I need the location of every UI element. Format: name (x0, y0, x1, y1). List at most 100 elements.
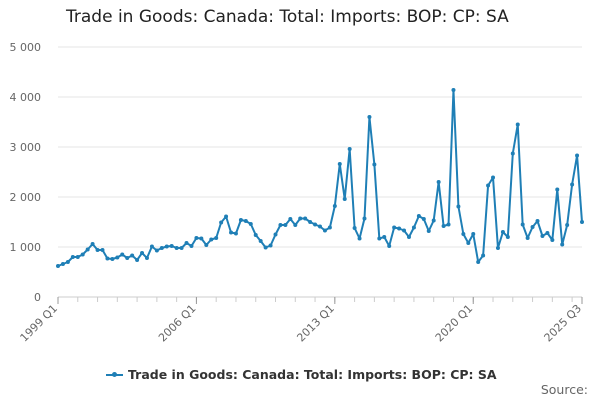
data-point (184, 241, 189, 245)
data-point (204, 243, 209, 247)
data-point (248, 222, 253, 226)
data-point (322, 228, 327, 233)
data-point (476, 260, 481, 264)
data-point (387, 244, 392, 248)
data-point (397, 226, 402, 231)
y-tick-label: 1 000 (10, 241, 42, 254)
chart-title: Trade in Goods: Canada: Total: Imports: … (66, 7, 509, 27)
y-tick-label: 3 000 (10, 141, 42, 154)
data-point (298, 216, 303, 221)
legend-swatch (106, 371, 123, 377)
data-point (149, 244, 154, 249)
data-point (416, 214, 421, 218)
data-point (451, 88, 456, 92)
data-point (318, 224, 322, 229)
data-point (530, 225, 535, 229)
data-point (209, 237, 214, 242)
data-point (70, 255, 75, 259)
data-point (110, 257, 115, 261)
y-tick-label: 0 (34, 291, 41, 304)
data-point (535, 219, 540, 223)
data-point (392, 225, 397, 230)
data-point (258, 239, 263, 243)
data-point (580, 220, 584, 224)
data-point (189, 244, 194, 248)
data-point (332, 204, 337, 208)
data-point (56, 264, 60, 268)
data-point (456, 204, 461, 209)
data-point (263, 245, 268, 250)
data-point (491, 175, 496, 180)
data-point (80, 252, 85, 257)
data-point (575, 153, 580, 158)
data-point (337, 162, 342, 166)
data-point (570, 182, 575, 187)
data-point (308, 220, 313, 224)
data-point (357, 236, 362, 241)
data-point (446, 222, 451, 227)
data-point (224, 214, 229, 219)
data-point (421, 217, 426, 221)
data-point (199, 236, 204, 241)
data-point (115, 255, 120, 260)
data-point (510, 151, 515, 156)
data-point (120, 252, 125, 257)
data-point (243, 219, 248, 223)
x-tick-label: 2013 Q1 (294, 302, 337, 345)
data-point (441, 224, 446, 228)
gridlines (58, 46, 582, 248)
data-point (313, 222, 318, 227)
x-tick-label: 2025 Q3 (542, 302, 585, 345)
data-point (174, 246, 179, 250)
data-point (130, 253, 135, 258)
x-tick-label: 1999 Q1 (18, 302, 61, 345)
data-point (135, 258, 140, 262)
data-point (278, 223, 283, 227)
data-point (525, 236, 530, 240)
data-point (342, 197, 347, 201)
data-point (481, 253, 486, 258)
data-point (402, 228, 407, 233)
data-point (85, 247, 90, 252)
data-point (65, 260, 70, 264)
x-axis: 1999 Q1 2006 Q1 2013 Q1 2020 Q1 2025 Q3 (18, 296, 585, 345)
data-point (471, 232, 476, 236)
data-point (560, 242, 565, 247)
data-point (214, 236, 219, 240)
data-point (406, 235, 411, 239)
data-point (327, 225, 332, 230)
data-point (411, 225, 416, 230)
data-point (372, 162, 377, 167)
data-point (520, 222, 525, 227)
data-point (431, 218, 436, 223)
data-point (144, 256, 149, 260)
data-point (164, 244, 169, 249)
data-point (461, 232, 466, 236)
data-point (233, 231, 238, 236)
y-tick-label: 5 000 (10, 41, 42, 54)
data-point (154, 248, 159, 253)
data-point (105, 256, 110, 261)
data-point (565, 223, 570, 227)
data-point (253, 233, 258, 237)
data-point (179, 246, 184, 250)
data-point (545, 231, 550, 235)
data-point (273, 232, 278, 237)
data-point (90, 242, 95, 246)
data-point (515, 122, 520, 127)
data-series (56, 88, 584, 268)
data-point (125, 256, 130, 260)
data-point (288, 217, 293, 221)
data-point (352, 226, 357, 230)
data-point (550, 238, 555, 242)
legend[interactable]: Trade in Goods: Canada: Total: Imports: … (106, 367, 497, 382)
data-point (303, 216, 308, 221)
data-point (347, 147, 352, 151)
data-point (540, 234, 545, 238)
data-point (194, 236, 199, 240)
data-point (283, 223, 288, 227)
series-line (57, 89, 583, 267)
data-point (60, 262, 65, 266)
data-point (436, 180, 441, 184)
